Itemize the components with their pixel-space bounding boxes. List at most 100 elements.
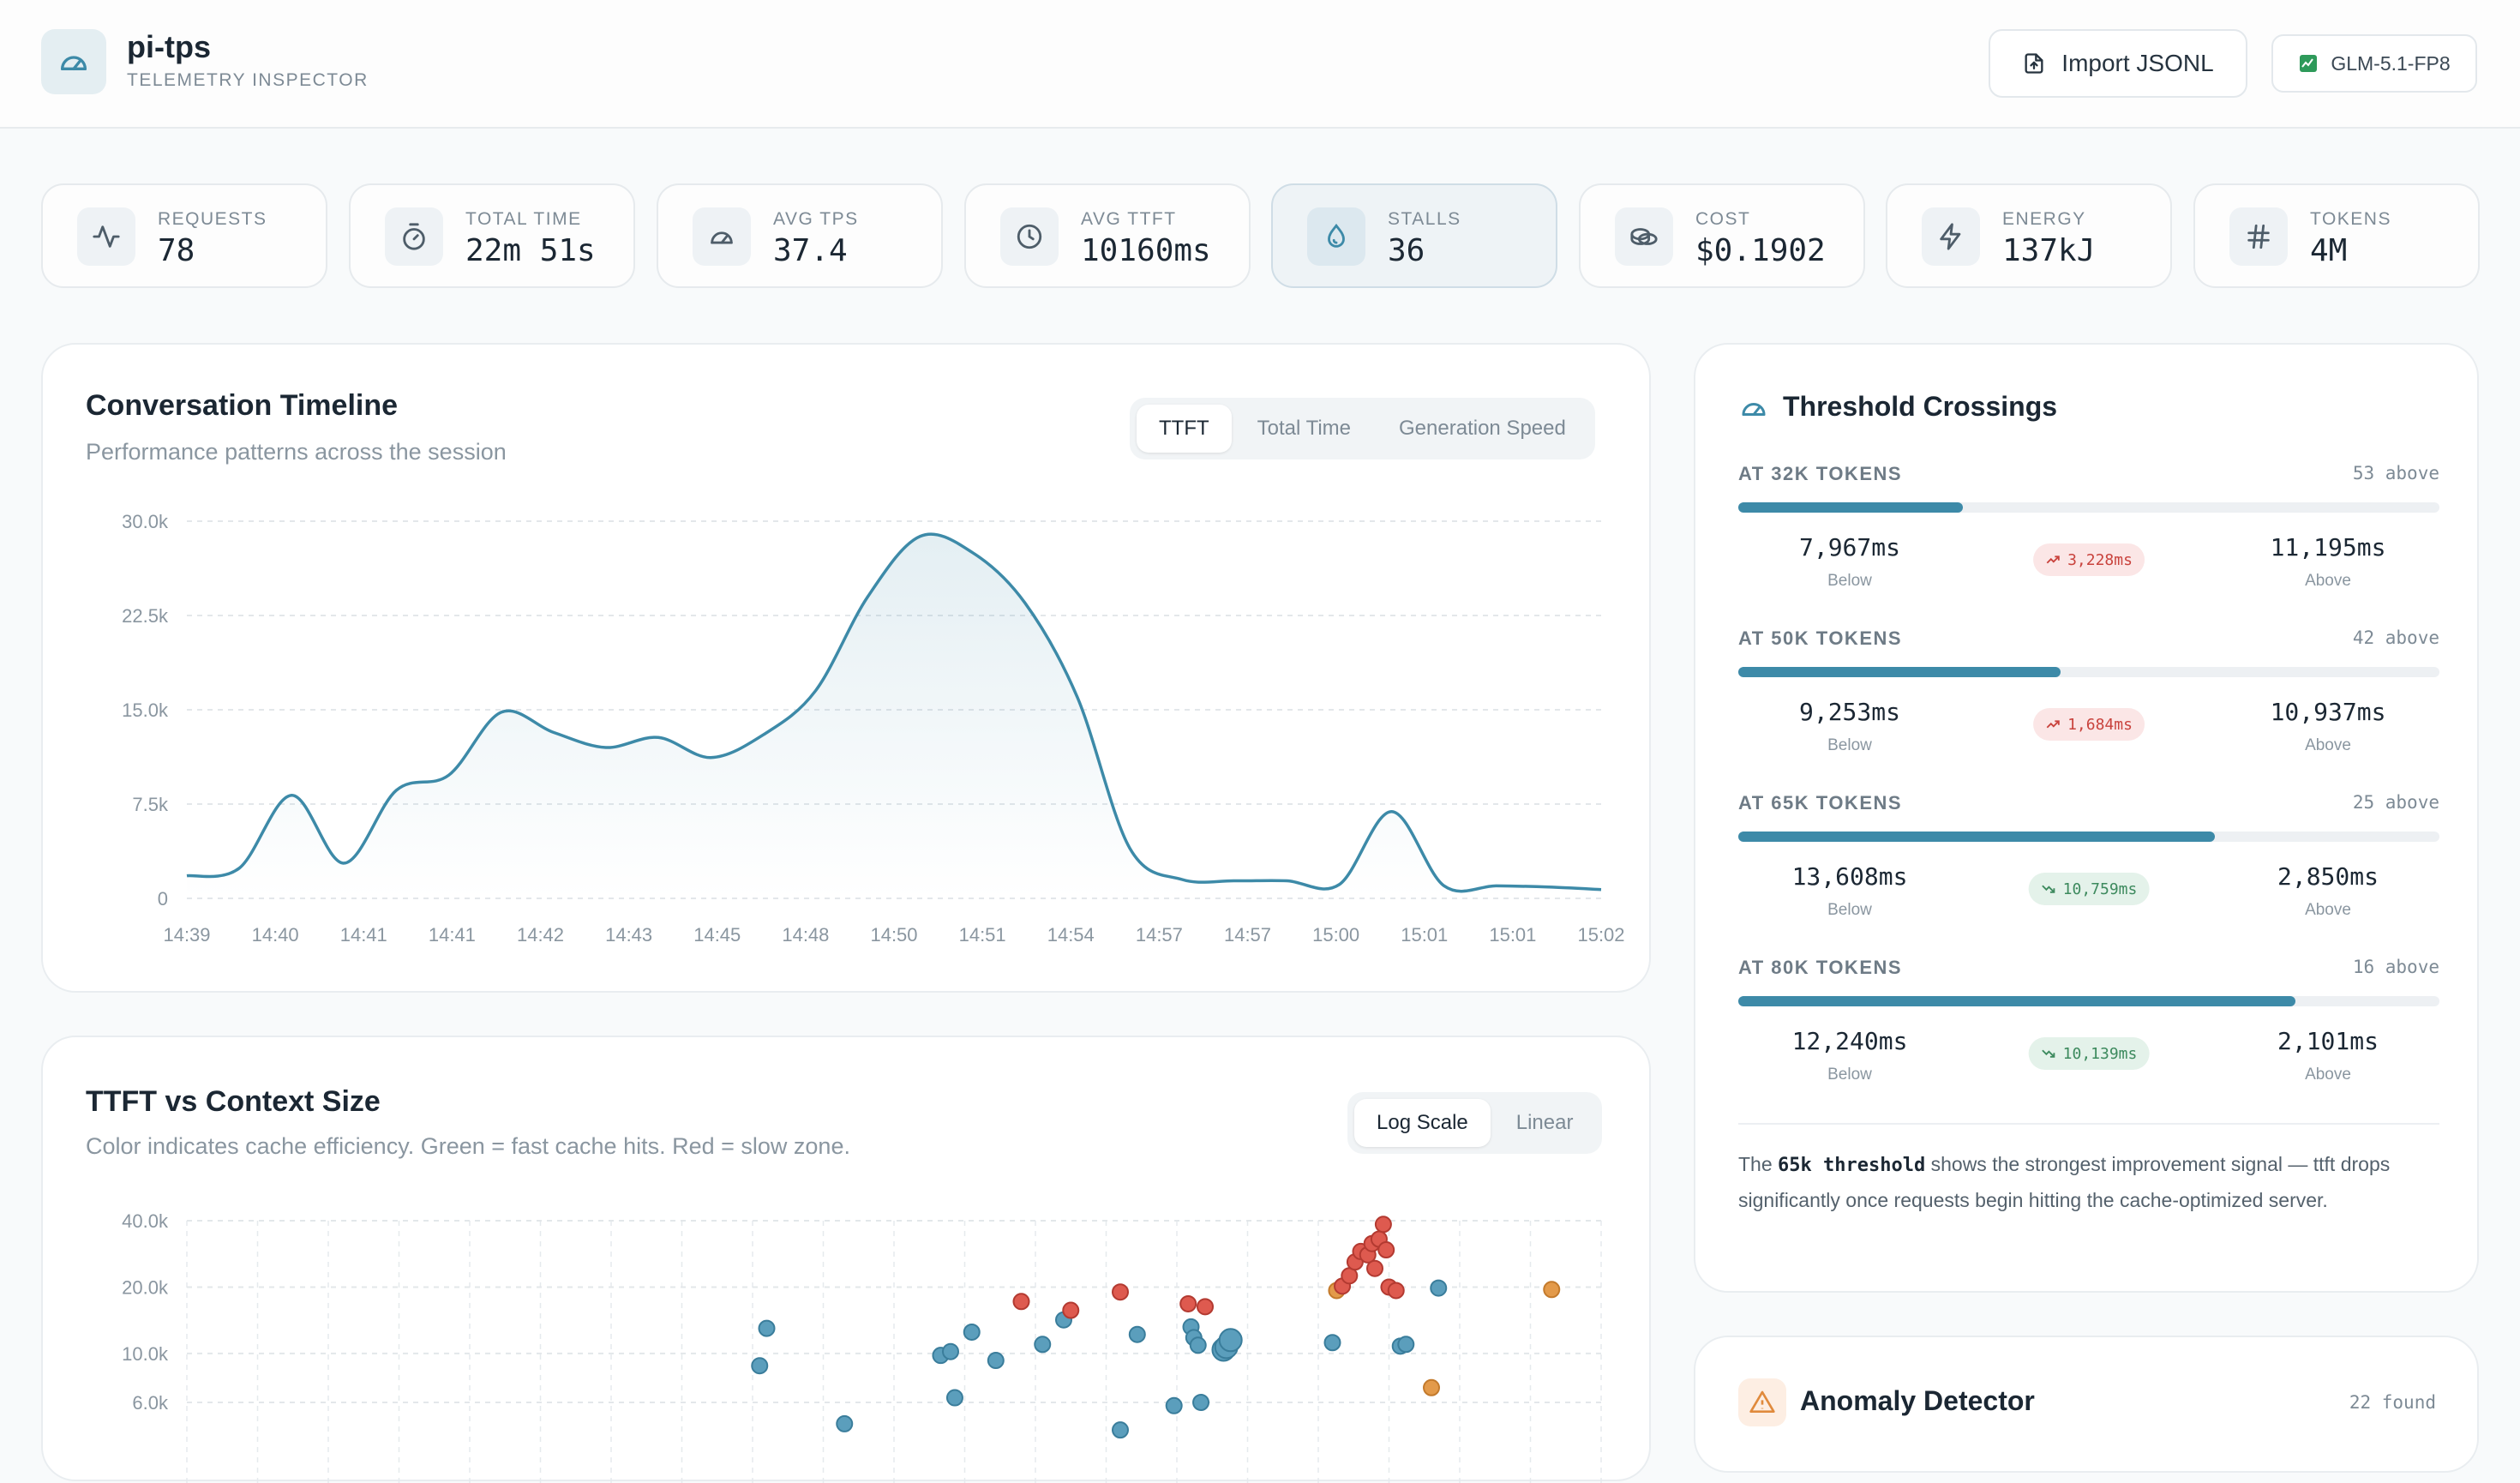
above-caption: Above [2305, 1066, 2351, 1084]
note-text: shows the strongest improvement signal —… [1738, 1153, 2391, 1211]
threshold-bar [1738, 667, 2439, 677]
app-title: pi-tps [127, 29, 211, 64]
x-tick-label: 14:42 [517, 924, 564, 946]
y-tick-label: 22.5k [122, 605, 169, 627]
above-value: 2,850ms [2277, 862, 2379, 891]
x-tick-label: 14:48 [782, 924, 829, 946]
tab-total-time[interactable]: Total Time [1257, 417, 1352, 440]
divider [1738, 1123, 2439, 1125]
x-tick-label: 14:50 [870, 924, 917, 946]
x-tick-label: 14:43 [605, 924, 652, 946]
threshold-row: AT 50K TOKENS 42 above 9,253ms Below 1,6… [1738, 627, 2439, 773]
scatter-point [1423, 1378, 1440, 1396]
stat-stalls[interactable]: STALLS 36 [1271, 183, 1557, 288]
tab-generation-speed[interactable]: Generation Speed [1399, 417, 1566, 440]
stat-label: TOKENS [2310, 209, 2391, 229]
above-stat: 11,195ms Above [2217, 533, 2439, 591]
note-text: The [1738, 1153, 1779, 1175]
x-tick-label: 14:41 [429, 924, 476, 946]
ttft-area [187, 534, 1601, 898]
stat-total-time[interactable]: TOTAL TIME 22m 51s [349, 183, 635, 288]
scatter-point [1374, 1216, 1392, 1234]
stat-cost[interactable]: COST $0.1902 [1579, 183, 1865, 288]
delta-badge: 10,759ms [2028, 873, 2150, 905]
trend-down-icon [2042, 1049, 2055, 1058]
anomaly-panel: Anomaly Detector 22 found [1694, 1336, 2479, 1473]
stat-requests[interactable]: REQUESTS 78 [41, 183, 327, 288]
scatter-point [1112, 1283, 1129, 1301]
threshold-bar-fill [1738, 996, 2296, 1006]
scatter-point [963, 1323, 981, 1341]
stat-value: 4M [2310, 233, 2348, 268]
stat-avg-tps[interactable]: AVG TPS 37.4 [657, 183, 943, 288]
stat-value: $0.1902 [1695, 233, 1826, 268]
scatter-point [758, 1319, 776, 1337]
scatter-point [836, 1414, 854, 1432]
stat-label: REQUESTS [158, 209, 267, 229]
below-caption: Below [1827, 736, 1872, 754]
stat-value: 36 [1388, 233, 1425, 268]
x-tick-label: 15:02 [1577, 924, 1624, 946]
scatter-point [1323, 1334, 1341, 1352]
stopwatch-icon [385, 207, 443, 266]
activity-icon [77, 207, 135, 266]
hash-icon [2229, 207, 2288, 266]
below-value: 7,967ms [1798, 533, 1900, 561]
model-name: GLM-5.1-FP8 [2331, 51, 2451, 75]
threshold-bar-fill [1738, 667, 2061, 677]
above-caption: Above [2305, 572, 2351, 590]
scatter-point [1034, 1336, 1052, 1354]
delta-value: 1,684ms [2067, 715, 2133, 734]
threshold-bar [1738, 502, 2439, 513]
scatter-title: TTFT vs Context Size [86, 1085, 381, 1118]
threshold-label: AT 50K TOKENS [1738, 627, 1903, 649]
scatter-point [1165, 1396, 1183, 1414]
above-value: 2,101ms [2277, 1027, 2379, 1055]
below-stat: 9,253ms Below [1738, 698, 1961, 755]
x-tick-label: 15:00 [1312, 924, 1359, 946]
y-tick-label: 0 [158, 888, 168, 910]
above-stat: 2,850ms Above [2217, 862, 2439, 920]
scatter-point [751, 1357, 769, 1375]
x-tick-label: 14:57 [1224, 924, 1271, 946]
tab-ttft[interactable]: TTFT [1137, 405, 1232, 453]
app-subtitle: TELEMETRY INSPECTOR [127, 70, 369, 90]
clock-icon [1000, 207, 1059, 266]
bolt-icon [1922, 207, 1980, 266]
threshold-bar [1738, 996, 2439, 1006]
y-tick-label: 10.0k [122, 1343, 169, 1365]
import-jsonl-button[interactable]: Import JSONL [1989, 29, 2247, 98]
warning-icon [1738, 1378, 1786, 1426]
stat-avg-ttft[interactable]: AVG TTFT 10160ms [964, 183, 1251, 288]
app-header: pi-tps TELEMETRY INSPECTOR Import JSONL … [0, 0, 2520, 129]
stat-tokens[interactable]: TOKENS 4M [2193, 183, 2480, 288]
below-stat: 13,608ms Below [1738, 862, 1961, 920]
x-tick-label: 14:41 [340, 924, 387, 946]
threshold-count: 53 above [2352, 463, 2439, 483]
model-badge[interactable]: GLM-5.1-FP8 [2271, 34, 2477, 93]
stat-label: COST [1695, 209, 1751, 229]
scatter-point [987, 1352, 1005, 1370]
trend-down-icon [2042, 885, 2055, 893]
scatter-point [1366, 1259, 1383, 1277]
import-label: Import JSONL [2061, 50, 2214, 76]
x-tick-label: 14:40 [252, 924, 299, 946]
y-tick-label: 40.0k [122, 1210, 169, 1232]
y-tick-label: 7.5k [132, 794, 169, 815]
delta-value: 10,139ms [2062, 1044, 2138, 1063]
scatter-point [1192, 1394, 1210, 1411]
threshold-label: AT 32K TOKENS [1738, 463, 1903, 484]
above-caption: Above [2305, 736, 2351, 754]
ttft-line [186, 532, 1602, 893]
below-caption: Below [1827, 1066, 1872, 1084]
tab-log-scale[interactable]: Log Scale [1354, 1099, 1491, 1147]
stat-energy[interactable]: ENERGY 137kJ [1886, 183, 2172, 288]
scatter-subtitle: Color indicates cache efficiency. Green … [86, 1133, 850, 1159]
x-tick-label: 15:01 [1401, 924, 1448, 946]
scatter-point [1112, 1421, 1129, 1439]
note-code: 65k threshold [1778, 1155, 1926, 1176]
below-stat: 7,967ms Below [1738, 533, 1961, 591]
below-caption: Below [1827, 901, 1872, 919]
x-tick-label: 14:51 [959, 924, 1006, 946]
tab-linear[interactable]: Linear [1515, 1111, 1574, 1134]
